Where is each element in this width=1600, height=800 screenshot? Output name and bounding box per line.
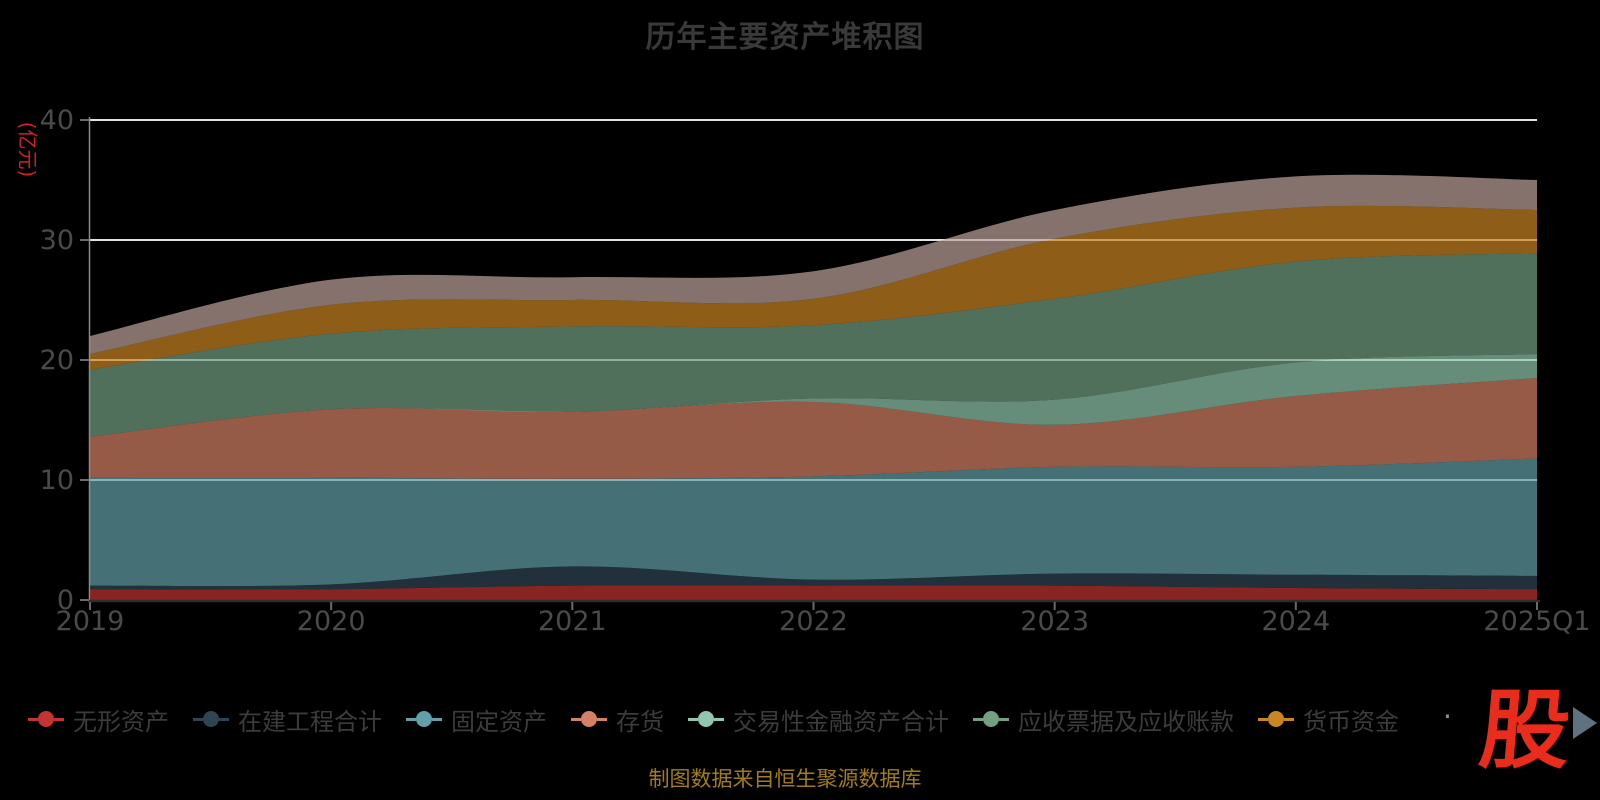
legend-line-circle-icon [571,711,607,727]
legend: 无形资产 在建工程合计 固定资产 存货 交易性金融资产合计 应收票据及应收账款 货币资金 [28,701,1399,737]
legend-next-page-arrow[interactable] [1572,706,1598,740]
area-series-存货[interactable] [90,378,1537,479]
right-triangle-icon [1573,707,1597,739]
legend-line-circle-icon [973,711,1009,727]
area-series-交易性金融资产合计[interactable] [90,354,1537,437]
x-axis-label-2019: 2019 [56,606,125,637]
legend-label: 存货 [616,707,664,736]
legend-label: 无形资产 [73,707,169,736]
legend-label: 在建工程合计 [238,707,382,736]
area-series-应收票据及应收账款[interactable] [90,253,1537,437]
y-axis-label-0: 0 [57,585,74,616]
x-axis-label-2022: 2022 [779,606,848,637]
legend-item-货币资金[interactable]: 货币资金 [1258,702,1399,737]
legend-label: 货币资金 [1303,707,1399,736]
legend-item-应收票据及应收账款[interactable]: 应收票据及应收账款 [973,702,1234,737]
area-series-在建工程合计[interactable] [90,566,1537,590]
legend-label: 应收票据及应收账款 [1018,707,1234,736]
y-axis-label-20: 20 [40,345,74,376]
legend-label: 固定资产 [451,707,547,736]
area-series-no-8[interactable] [90,174,1537,354]
stacked-area-chart: 0 10 20 30 40 2019 2020 2021 2022 2023 2024 2025Q1 [40,105,1591,637]
chart-title: 历年主要资产堆积图 [645,20,925,55]
area-series-固定资产[interactable] [90,458,1537,587]
x-axis-label-2025Q1: 2025Q1 [1483,606,1590,637]
legend-item-交易性金融资产合计[interactable]: 交易性金融资产合计 [688,702,949,737]
y-axis-label-40: 40 [40,105,74,136]
legend-line-circle-icon [28,711,64,727]
legend-line-circle-icon [406,711,442,727]
x-axis-label-2023: 2023 [1020,606,1089,637]
legend-label: 交易性金融资产合计 [733,707,949,736]
legend-line-circle-icon [193,711,229,727]
x-axis-label-2024: 2024 [1261,606,1330,637]
legend-item-固定资产[interactable]: 固定资产 [406,702,547,737]
area-series-货币资金[interactable] [90,205,1537,370]
legend-overflow-dot: · [1443,700,1452,733]
stock-logo-watermark: 股 [1475,681,1575,781]
legend-item-存货[interactable]: 存货 [571,702,664,737]
y-axis-label-30: 30 [40,225,74,256]
area-series-无形资产[interactable] [90,585,1537,600]
data-source-note: 制图数据来自恒生聚源数据库 [648,767,922,791]
x-axis-label-2021: 2021 [538,606,607,637]
legend-line-circle-icon [1258,711,1294,727]
legend-line-circle-icon [688,711,724,727]
legend-item-无形资产[interactable]: 无形资产 [28,702,169,737]
x-axis-label-2020: 2020 [297,606,366,637]
legend-item-在建工程合计[interactable]: 在建工程合计 [193,702,382,737]
y-axis-label-10: 10 [40,465,74,496]
